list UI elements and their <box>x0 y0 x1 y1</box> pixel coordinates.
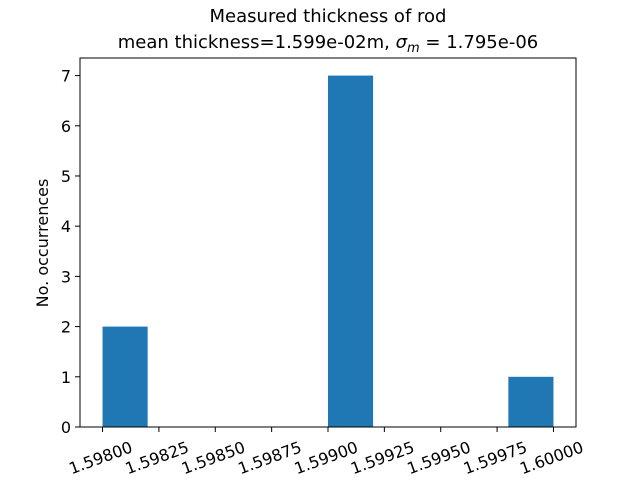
y-tick-label-1: 1 <box>61 368 71 387</box>
y-tick-label-6: 6 <box>61 117 71 136</box>
chart-title-line1: Measured thickness of rod <box>210 6 447 27</box>
y-axis-label: No. occurrences <box>33 179 52 308</box>
x-tick-label-8: 1.60000 <box>517 438 586 478</box>
x-tick-label-0: 1.59800 <box>66 438 135 478</box>
y-tick-label-5: 5 <box>61 167 71 186</box>
bars-group <box>102 75 554 428</box>
y-axis: 0 1 2 3 4 5 6 7 <box>61 67 80 437</box>
y-tick-label-0: 0 <box>61 418 71 437</box>
x-tick-label-4: 1.59900 <box>292 438 361 478</box>
y-tick-label-7: 7 <box>61 67 71 86</box>
x-tick-label-3: 1.59875 <box>235 438 304 478</box>
y-tick-label-2: 2 <box>61 318 71 337</box>
chart-title-line2: mean thickness=1.599e-02m, σm = 1.795e-0… <box>118 32 538 56</box>
x-tick-label-6: 1.59950 <box>405 438 474 478</box>
y-tick-label-4: 4 <box>61 217 71 236</box>
y-tick-label-3: 3 <box>61 267 71 286</box>
bar-0 <box>102 326 148 427</box>
x-tick-label-5: 1.59925 <box>348 438 417 478</box>
x-axis: 1.598001.598251.598501.598751.599001.599… <box>66 427 586 478</box>
x-tick-label-1: 1.59825 <box>123 438 192 478</box>
x-tick-label-7: 1.59975 <box>461 438 530 478</box>
x-tick-label-2: 1.59850 <box>179 438 248 478</box>
bar-9 <box>508 376 554 427</box>
bar-5 <box>328 75 374 428</box>
